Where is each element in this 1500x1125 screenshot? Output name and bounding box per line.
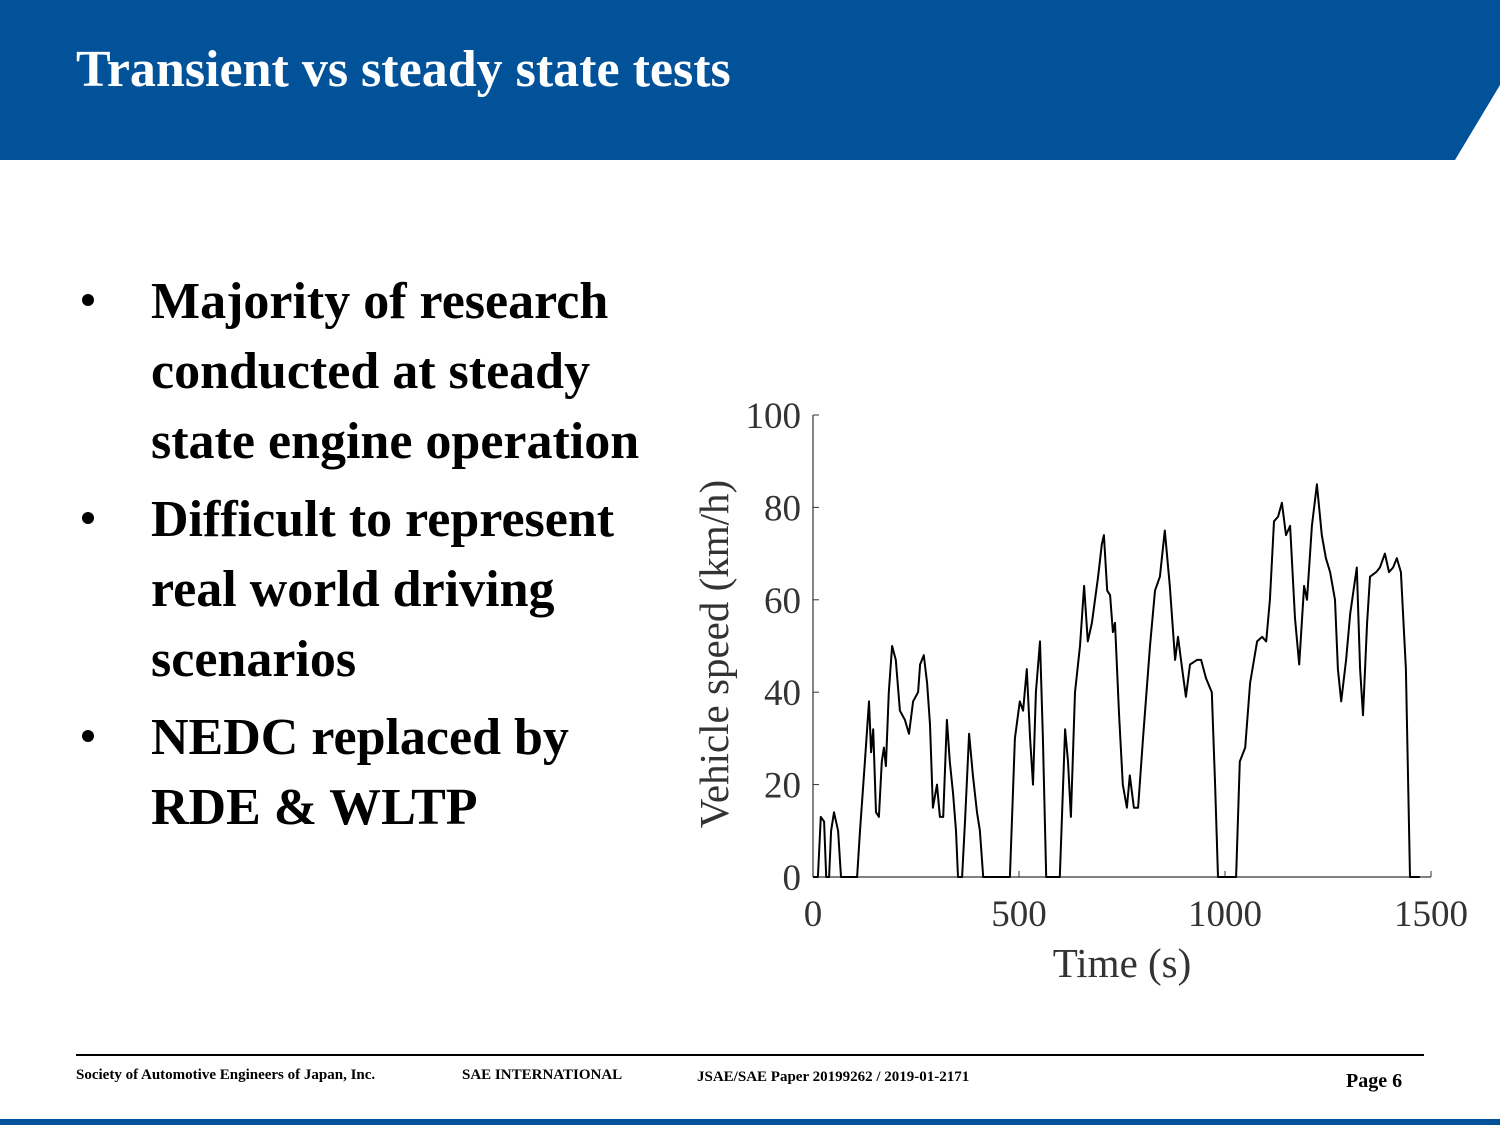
bullet-list: Majority of research conducted at steady s… xyxy=(82,273,639,836)
y-axis-label: Vehicle speed (km/h) xyxy=(691,480,737,828)
x-tick-label: 500 xyxy=(991,894,1047,935)
bullet-text: real world driving xyxy=(151,561,554,618)
y-tick-label: 0 xyxy=(783,858,802,899)
x-tick-label: 1000 xyxy=(1188,894,1262,935)
footer-sae: SAE INTERNATIONAL xyxy=(462,1067,622,1083)
x-axis-label: Time (s) xyxy=(1053,940,1192,986)
bullet-text: scenarios xyxy=(151,631,356,688)
header-band xyxy=(0,0,1500,160)
speed-line xyxy=(813,483,1420,878)
x-tick-label: 0 xyxy=(804,894,823,935)
bullet-text: Majority of research xyxy=(151,273,608,330)
footer-org: Society of Automotive Engineers of Japan… xyxy=(76,1067,375,1083)
bullet-text: NEDC replaced by xyxy=(151,709,569,766)
y-tick-label: 80 xyxy=(764,488,801,529)
bullet-text: Difficult to represent xyxy=(151,491,615,548)
bullet-text: RDE & WLTP xyxy=(151,779,478,836)
bullet-text: state engine operation xyxy=(151,413,639,470)
y-tick-label: 20 xyxy=(764,766,801,807)
bullet-text: conducted at steady xyxy=(151,343,590,400)
y-tick-label: 60 xyxy=(764,581,801,622)
slide-title: Transient vs steady state tests xyxy=(76,41,731,98)
footer-paper: JSAE/SAE Paper 20199262 / 2019-01-2171 xyxy=(697,1069,969,1085)
bullet-dot xyxy=(82,512,94,524)
page-number: Page 6 xyxy=(1346,1070,1402,1092)
y-tick-label: 100 xyxy=(746,396,802,437)
y-tick-label: 40 xyxy=(764,673,801,714)
bullet-dot xyxy=(82,294,94,306)
bullet-dot xyxy=(82,730,94,742)
x-tick-label: 1500 xyxy=(1394,894,1468,935)
bottom-band xyxy=(0,1119,1500,1125)
